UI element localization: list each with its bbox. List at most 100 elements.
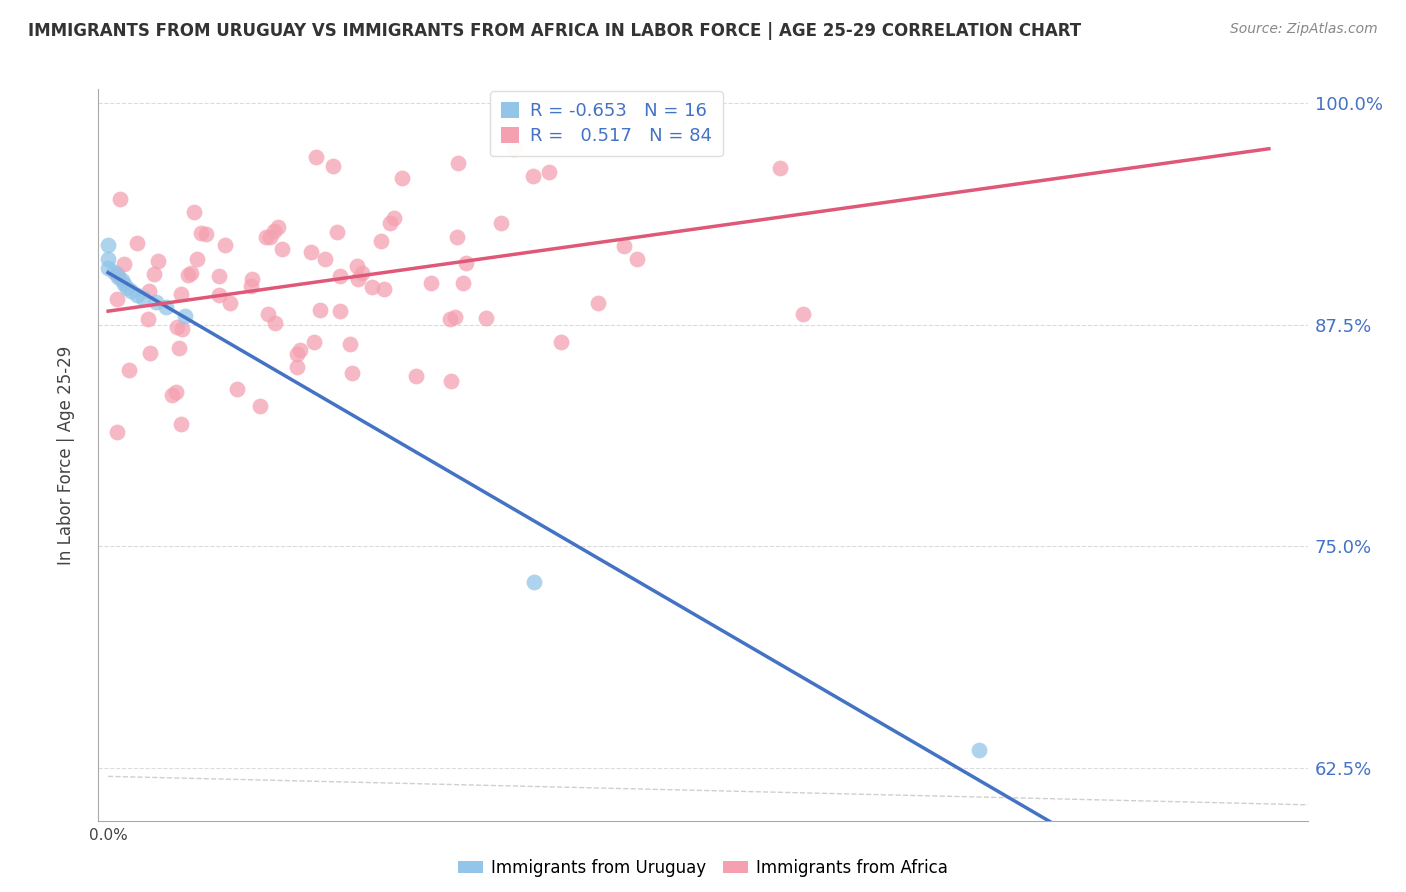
Point <box>769 161 792 176</box>
Point <box>475 310 498 325</box>
Point <box>370 234 392 248</box>
Point <box>112 257 135 271</box>
Point <box>405 368 427 383</box>
Point <box>219 295 242 310</box>
Point <box>254 229 277 244</box>
Point <box>263 224 285 238</box>
Point <box>537 165 560 179</box>
Point <box>489 216 512 230</box>
Point <box>207 288 229 302</box>
Legend: Immigrants from Uruguay, Immigrants from Africa: Immigrants from Uruguay, Immigrants from… <box>451 853 955 884</box>
Point <box>322 159 344 173</box>
Point <box>305 150 328 164</box>
Point <box>550 335 572 350</box>
Point <box>97 252 120 267</box>
Point <box>361 279 384 293</box>
Point <box>117 280 139 294</box>
Point <box>139 346 162 360</box>
Point <box>107 269 129 284</box>
Point <box>792 307 814 321</box>
Point <box>391 170 413 185</box>
Point <box>439 311 461 326</box>
Point <box>97 238 120 252</box>
Point <box>612 111 634 125</box>
Point <box>447 156 470 170</box>
Point <box>502 143 524 157</box>
Point <box>165 385 187 400</box>
Point <box>166 320 188 334</box>
Point <box>240 271 263 285</box>
Point <box>382 211 405 225</box>
Point <box>174 309 197 323</box>
Point <box>225 382 247 396</box>
Point <box>214 238 236 252</box>
Point <box>523 574 546 589</box>
Point <box>112 277 135 291</box>
Point <box>967 743 990 757</box>
Point <box>190 226 212 240</box>
Point <box>522 169 544 183</box>
Point <box>308 303 330 318</box>
Legend: R = -0.653   N = 16, R =   0.517   N = 84: R = -0.653 N = 16, R = 0.517 N = 84 <box>489 91 723 156</box>
Point <box>373 282 395 296</box>
Point <box>111 273 134 287</box>
Point <box>105 425 128 440</box>
Point <box>259 230 281 244</box>
Y-axis label: In Labor Force | Age 25-29: In Labor Force | Age 25-29 <box>56 345 75 565</box>
Point <box>350 267 373 281</box>
Point <box>183 205 205 219</box>
Point <box>446 230 468 244</box>
Point <box>177 268 200 282</box>
Point <box>97 261 120 276</box>
Point <box>302 334 325 349</box>
Point <box>342 367 364 381</box>
Point <box>127 287 149 301</box>
Point <box>167 341 190 355</box>
Point <box>326 225 349 239</box>
Point <box>285 347 308 361</box>
Point <box>117 363 139 377</box>
Point <box>155 300 177 314</box>
Point <box>138 284 160 298</box>
Point <box>249 399 271 413</box>
Point <box>314 252 336 266</box>
Point <box>180 266 202 280</box>
Point <box>346 259 368 273</box>
Point <box>239 278 262 293</box>
Point <box>136 312 159 326</box>
Point <box>195 227 218 241</box>
Point <box>420 277 443 291</box>
Point <box>329 303 352 318</box>
Point <box>169 417 191 432</box>
Point <box>456 256 478 270</box>
Point <box>160 388 183 402</box>
Point <box>208 268 231 283</box>
Point <box>586 295 609 310</box>
Point <box>103 265 125 279</box>
Point <box>145 294 167 309</box>
Point <box>257 307 280 321</box>
Point <box>271 243 294 257</box>
Point <box>626 252 648 266</box>
Point <box>142 267 165 281</box>
Point <box>339 336 361 351</box>
Point <box>186 252 208 267</box>
Point <box>132 291 155 305</box>
Point <box>443 310 465 324</box>
Point <box>146 254 169 268</box>
Point <box>170 322 193 336</box>
Point <box>613 239 636 253</box>
Point <box>105 292 128 306</box>
Point <box>347 272 370 286</box>
Point <box>105 268 128 282</box>
Point <box>299 244 322 259</box>
Point <box>288 343 311 357</box>
Point <box>264 316 287 330</box>
Point <box>440 374 463 388</box>
Point <box>120 284 142 298</box>
Text: IMMIGRANTS FROM URUGUAY VS IMMIGRANTS FROM AFRICA IN LABOR FORCE | AGE 25-29 COR: IMMIGRANTS FROM URUGUAY VS IMMIGRANTS FR… <box>28 22 1081 40</box>
Point <box>267 219 290 234</box>
Point <box>170 286 193 301</box>
Point <box>125 236 148 251</box>
Point <box>329 269 352 284</box>
